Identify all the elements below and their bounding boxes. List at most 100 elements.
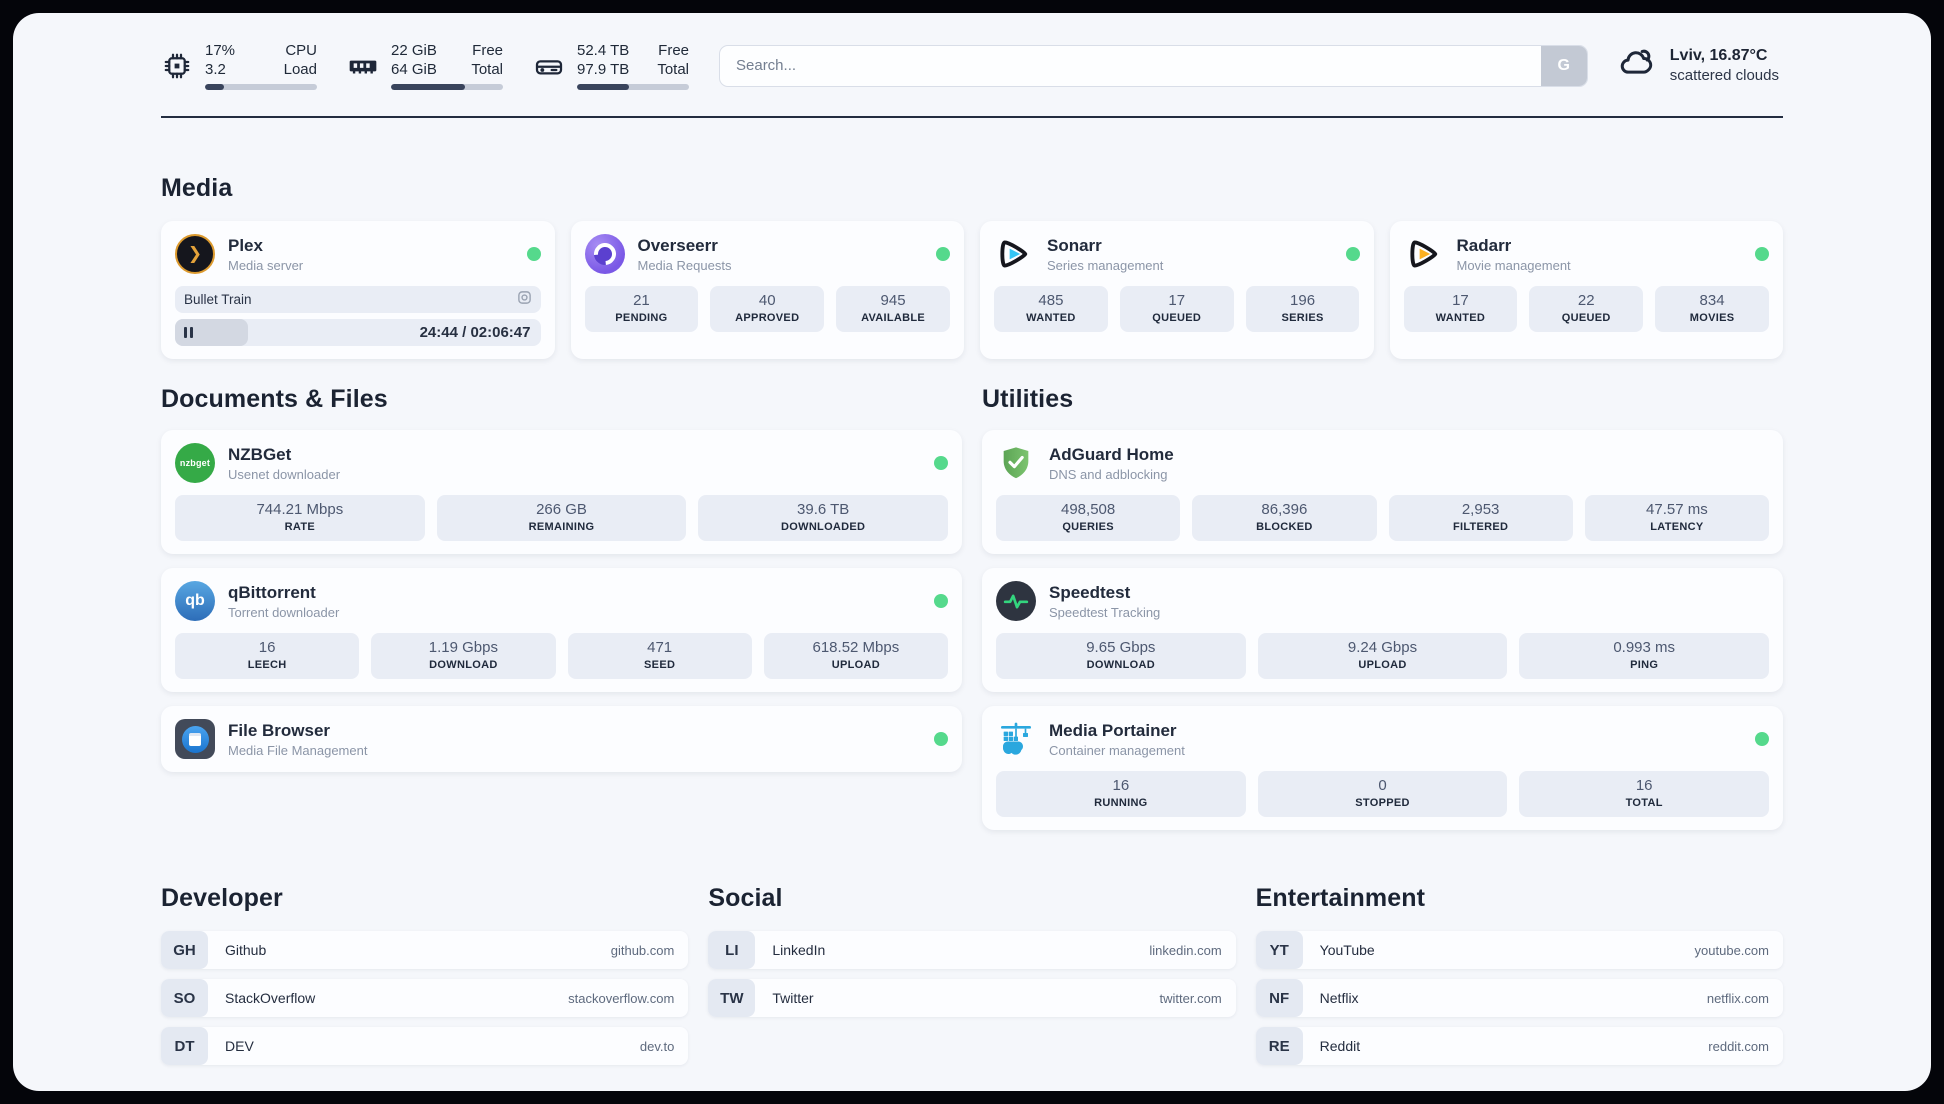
sonarr-icon — [994, 234, 1034, 274]
status-online-dot — [936, 247, 950, 261]
cpu-load-value: 3.2 — [205, 61, 226, 78]
stat-tile: 22 QUEUED — [1529, 286, 1644, 332]
app-card-speedtest[interactable]: Speedtest Speedtest Tracking 9.65 Gbps D… — [982, 568, 1783, 692]
app-card-adguard[interactable]: AdGuard Home DNS and adblocking 498,508 … — [982, 430, 1783, 554]
search-engine-button[interactable]: G — [1540, 45, 1587, 86]
stat-tile: 39.6 TB DOWNLOADED — [698, 495, 949, 541]
ram-progress-bar — [391, 84, 503, 90]
app-card-filebrowser[interactable]: File Browser Media File Management — [161, 706, 962, 772]
status-online-dot — [934, 594, 948, 608]
app-name: qBittorrent — [228, 582, 316, 602]
bookmark-url: stackoverflow.com — [568, 990, 675, 1006]
bookmark-name: Github — [225, 942, 267, 958]
portainer-icon — [996, 719, 1036, 759]
stat-tile: 0.993 ms PING — [1519, 633, 1770, 679]
filebrowser-icon — [175, 719, 215, 759]
bookmark-abbr: RE — [1255, 1027, 1303, 1065]
stat-tile: 834 MOVIES — [1655, 286, 1769, 332]
section-title-developer: Developer — [161, 884, 283, 912]
ram-free-value: 22 GiB — [391, 42, 437, 59]
disk-stat: 52.4 TB 97.9 TB Free Total — [533, 41, 689, 90]
app-card-nzbget[interactable]: nzbget NZBGet Usenet downloader 744.21 M… — [161, 430, 962, 554]
radarr-icon — [1404, 234, 1444, 274]
app-name: NZBGet — [228, 444, 292, 464]
stat-tile: 16 LEECH — [175, 633, 360, 679]
status-online-dot — [1345, 247, 1360, 261]
app-card-qbittorrent[interactable]: qb qBittorrent Torrent downloader 16 LEE… — [161, 568, 962, 692]
bookmark-name: Twitter — [772, 990, 814, 1006]
disk-free-value: 52.4 TB — [577, 42, 630, 59]
app-name: Speedtest — [1049, 582, 1131, 602]
now-playing-row: Bullet Train — [175, 286, 541, 313]
app-description: Series management — [1047, 257, 1164, 273]
stat-tile: 498,508 QUERIES — [996, 495, 1181, 541]
ram-total-value: 64 GiB — [391, 61, 437, 78]
plex-icon: ❯ — [175, 234, 215, 274]
bookmark-reddit[interactable]: RE Reddit reddit.com — [1255, 1027, 1783, 1065]
section-title-social: Social — [708, 884, 783, 912]
status-online-dot — [1755, 732, 1769, 746]
app-card-overseerr[interactable]: Overseerr Media Requests 21 PENDING 40 A… — [570, 221, 964, 359]
stat-tile: 40 APPROVED — [710, 286, 825, 332]
system-stats: 17% 3.2 CPU Load — [161, 41, 689, 90]
dashboard-page: 17% 3.2 CPU Load — [13, 13, 1931, 1091]
stat-tile: 1.19 Gbps DOWNLOAD — [371, 633, 556, 679]
app-description: Media server — [228, 257, 304, 273]
bookmark-name: YouTube — [1319, 942, 1375, 958]
bookmark-dev[interactable]: DT DEV dev.to — [161, 1027, 689, 1065]
bookmark-url: youtube.com — [1694, 942, 1769, 958]
bookmark-twitter[interactable]: TW Twitter twitter.com — [708, 979, 1236, 1017]
bookmark-youtube[interactable]: YT YouTube youtube.com — [1255, 931, 1783, 969]
overseerr-icon — [584, 234, 625, 274]
ram-icon — [347, 50, 379, 82]
disk-icon — [533, 50, 565, 82]
adguard-icon — [996, 443, 1036, 483]
app-description: Speedtest Tracking — [1049, 604, 1161, 620]
stat-tile: 9.24 Gbps UPLOAD — [1257, 633, 1508, 679]
bookmark-url: dev.to — [639, 1038, 675, 1054]
stat-tile: 47.57 ms LATENCY — [1584, 495, 1769, 541]
stat-tile: 2,953 FILTERED — [1388, 495, 1573, 541]
bookmark-abbr: LI — [708, 931, 756, 969]
status-online-dot — [934, 456, 948, 470]
disk-total-label: Total — [657, 61, 689, 78]
bookmark-group-developer: Developer GH Github github.com SO StackO… — [161, 884, 689, 1065]
bookmark-github[interactable]: GH Github github.com — [161, 931, 689, 969]
status-online-dot — [1755, 247, 1769, 261]
header-divider — [161, 116, 1783, 118]
disk-free-label: Free — [658, 42, 689, 59]
stat-tile: 471 SEED — [567, 633, 752, 679]
weather-condition: scattered clouds — [1669, 67, 1779, 84]
bookmark-url: reddit.com — [1708, 1038, 1769, 1054]
app-description: Container management — [1049, 742, 1185, 758]
section-title-documents: Documents & Files — [161, 385, 388, 413]
stat-tile: 86,396 BLOCKED — [1192, 495, 1377, 541]
stat-tile: 945 AVAILABLE — [836, 286, 950, 332]
stat-tile: 16 TOTAL — [1519, 771, 1770, 817]
stat-tile: 485 WANTED — [994, 286, 1108, 332]
disk-progress-bar — [577, 84, 689, 90]
app-card-plex[interactable]: ❯ Plex Media server Bullet Train — [161, 221, 555, 359]
bookmark-name: Reddit — [1319, 1038, 1361, 1054]
bookmark-name: LinkedIn — [772, 942, 826, 958]
bookmark-url: github.com — [610, 942, 675, 958]
cpu-label: CPU — [285, 42, 317, 59]
cpu-stat: 17% 3.2 CPU Load — [161, 41, 317, 90]
app-description: Movie management — [1456, 257, 1571, 273]
disk-total-value: 97.9 TB — [577, 61, 630, 78]
app-card-sonarr[interactable]: Sonarr Series management 485 WANTED 17 Q… — [980, 221, 1374, 359]
bookmark-url: linkedin.com — [1149, 942, 1222, 958]
bookmark-stackoverflow[interactable]: SO StackOverflow stackoverflow.com — [161, 979, 689, 1017]
bookmark-netflix[interactable]: NF Netflix netflix.com — [1255, 979, 1783, 1017]
ram-total-label: Total — [471, 61, 503, 78]
cpu-progress-bar — [205, 84, 317, 90]
app-description: Usenet downloader — [228, 466, 341, 482]
bookmark-abbr: TW — [708, 979, 756, 1017]
app-card-portainer[interactable]: Media Portainer Container management 16 … — [982, 706, 1783, 830]
app-card-radarr[interactable]: Radarr Movie management 17 WANTED 22 QUE… — [1389, 221, 1783, 359]
section-title-entertainment: Entertainment — [1255, 884, 1426, 912]
search-input[interactable] — [719, 44, 1588, 87]
app-name: Media Portainer — [1049, 720, 1177, 740]
bookmark-linkedin[interactable]: LI LinkedIn linkedin.com — [708, 931, 1236, 969]
app-description: Media Requests — [637, 257, 732, 273]
